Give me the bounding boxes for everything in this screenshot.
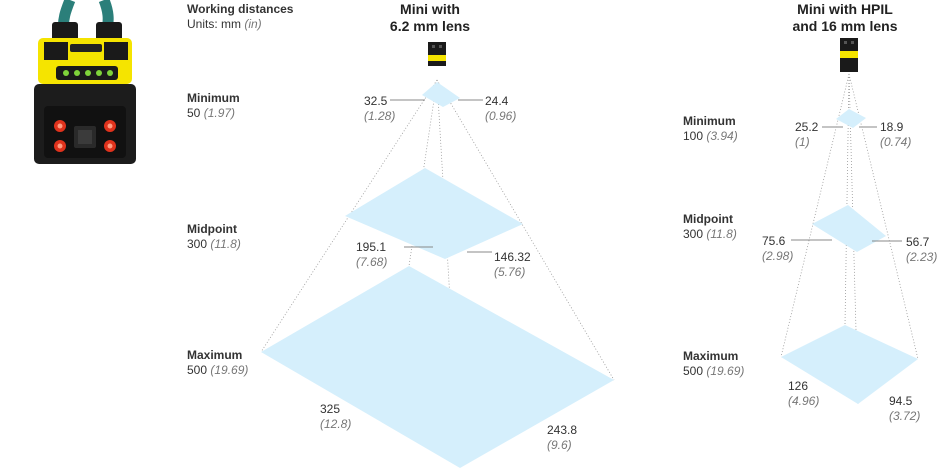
right-min-width-label: 25.2 (1) [795,120,819,149]
right-max-height-label: 94.5 (3.72) [889,394,921,423]
left-max-height-label: 243.8 (9.6) [547,423,578,452]
right-mid-height-label: 56.7 (2.23) [906,235,938,264]
left-diagram-title: Mini with 6.2 mm lens [389,1,471,34]
left-max-width-label: 325 (12.8) [320,402,352,431]
right-distance-minimum: Minimum 100 (3.94) [683,114,738,143]
camera-product-photo [34,0,136,164]
left-mid-width-label: 195.1 (7.68) [356,240,388,269]
left-max-field [261,266,614,468]
left-distance-minimum: Minimum 50 (1.97) [187,91,240,120]
right-max-width-label: 126 (4.96) [788,379,820,408]
left-mid-field [345,168,523,259]
right-pyramid [780,38,919,405]
right-min-field [836,109,866,128]
left-distance-maximum: Maximum 500 (19.69) [187,348,249,377]
right-max-field [781,325,918,404]
legend-header: Working distances Units: mm (in) [187,2,293,32]
left-mid-height-label: 146.32 (5.76) [494,250,531,279]
left-pyramid [260,42,615,469]
left-min-width-label: 32.5 (1.28) [364,94,396,123]
right-diagram-title: Mini with HPIL and 16 mm lens [792,1,898,34]
header-title: Working distances [187,2,294,16]
left-distance-midpoint: Midpoint 300 (11.8) [187,222,241,251]
right-mid-field [812,205,886,252]
left-camera-icon [428,42,446,66]
right-distance-midpoint: Midpoint 300 (11.8) [683,212,737,241]
right-camera-icon [840,38,858,72]
right-distance-maximum: Maximum 500 (19.69) [683,349,745,378]
left-min-field [422,82,460,107]
left-min-height-label: 24.4 (0.96) [485,94,517,123]
units-label: Units: mm (in) [187,17,262,31]
right-min-height-label: 18.9 (0.74) [880,120,912,149]
right-mid-width-label: 75.6 (2.98) [762,234,794,263]
